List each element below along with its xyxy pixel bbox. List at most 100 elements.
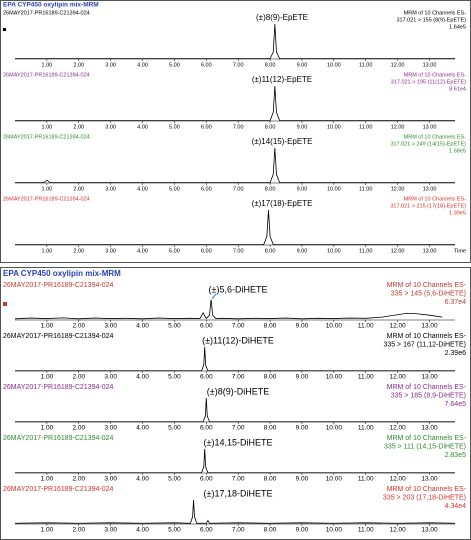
x-tick-label: 9.00 <box>297 124 308 130</box>
x-tick-label: 11.00 <box>358 374 374 381</box>
intensity-label: 2.83e5 <box>445 452 467 459</box>
x-tick-label: 3.00 <box>105 124 116 130</box>
x-tick-label: 2.00 <box>73 186 84 192</box>
trace-line <box>14 499 456 524</box>
x-tick-label: 10.00 <box>327 62 341 68</box>
x-tick-label: 13.00 <box>421 323 438 330</box>
x-tick-label: 7.00 <box>232 374 245 381</box>
x-tick-label: 2.00 <box>72 527 85 534</box>
x-tick-label: 3.00 <box>105 62 116 68</box>
x-tick-label: 10.00 <box>326 527 343 534</box>
x-tick-label: 12.00 <box>391 248 405 254</box>
x-tick-label: 8.00 <box>264 527 277 534</box>
compound-title: (±)8(9)-DiHETE <box>207 386 269 396</box>
x-tick-label: 8.00 <box>264 476 277 483</box>
mrm-label: 335 > 111 (14,15-DiHETE) <box>384 443 466 450</box>
mrm-label: MRM of 10 Channels ES- <box>387 333 467 340</box>
trace-line <box>15 23 455 60</box>
x-tick-label: 11.00 <box>359 124 372 130</box>
x-tick-label: 6.00 <box>201 124 212 130</box>
x-tick-label: 13.00 <box>421 425 438 432</box>
x-tick-label: 4.00 <box>136 374 149 381</box>
mrm-label: 317.021 > 249 (14(15)-EpETE) <box>390 141 466 147</box>
x-tick-label: 1.00 <box>41 476 54 483</box>
x-tick-label: 2.00 <box>73 124 84 130</box>
x-tick-label: 6.00 <box>200 476 213 483</box>
compound-title: (±)5,6-DiHETE <box>209 284 268 294</box>
x-tick-label: 8.00 <box>264 425 277 432</box>
x-tick-label: 6.00 <box>200 527 213 534</box>
x-tick-label: 9.00 <box>296 425 309 432</box>
x-tick-label: 13.00 <box>421 476 438 483</box>
sample-label: 26MAY2017-PR16189-C21394-024 <box>3 134 90 140</box>
x-tick-label: 7.00 <box>233 186 244 192</box>
trace-line <box>15 147 455 184</box>
x-tick-label: 4.00 <box>136 527 149 534</box>
x-tick-label: 5.00 <box>168 425 181 432</box>
x-tick-label: 5.00 <box>168 476 181 483</box>
sample-label: 26MAY2017-PR16189-C21394-024 <box>3 72 90 78</box>
x-tick-label: 11.00 <box>358 425 374 432</box>
x-tick-label: 11.00 <box>358 476 374 483</box>
x-tick-label: 12.00 <box>389 425 406 432</box>
x-tick-label: 4.00 <box>137 62 148 68</box>
mrm-label: MRM of 10 Channels ES- <box>404 10 467 16</box>
x-tick-label: 4.00 <box>136 476 149 483</box>
x-tick-label: 4.00 <box>137 248 148 254</box>
x-tick-label: 13.00 <box>421 374 438 381</box>
x-tick-label: 5.00 <box>168 527 181 534</box>
intensity-label: 8.61e4 <box>449 86 466 92</box>
x-tick-label: 4.00 <box>137 186 148 192</box>
x-tick-label: 7.00 <box>233 248 244 254</box>
x-tick-label: 10.00 <box>326 323 343 330</box>
x-tick-label: 12.00 <box>391 124 405 130</box>
panel-title: EPA CYP450 oxylipin mix-MRM <box>3 2 99 9</box>
x-tick-label: 1.00 <box>42 124 53 130</box>
sample-label: 26MAY2017-PR16189-C21394-024 <box>3 333 113 340</box>
x-tick-label: 6.00 <box>201 248 212 254</box>
x-tick-label: 13.00 <box>423 124 437 130</box>
x-tick-label: 6.00 <box>201 186 212 192</box>
x-tick-label: 9.00 <box>296 374 309 381</box>
x-tick-label: 2.00 <box>72 425 85 432</box>
x-tick-label: 12.00 <box>389 323 406 330</box>
x-tick-label: 2.00 <box>72 323 85 330</box>
x-tick-label: 6.00 <box>201 62 212 68</box>
x-tick-label: 9.00 <box>296 323 309 330</box>
trace-line <box>14 299 443 320</box>
mrm-label: 317.021 > 215 (17(18)-EpETE) <box>390 203 466 209</box>
x-tick-label: 7.00 <box>232 323 245 330</box>
x-tick-label: 1.00 <box>42 248 53 254</box>
intensity-label: 6.37e4 <box>445 299 467 306</box>
x-tick-label: 2.00 <box>73 248 84 254</box>
x-tick-label: 3.00 <box>104 476 117 483</box>
trace-line <box>15 346 455 372</box>
x-tick-label: 5.00 <box>168 323 181 330</box>
mrm-label: MRM of 10 Channels ES- <box>404 134 467 140</box>
x-tick-label: 1.00 <box>41 527 54 534</box>
x-tick-label: 11.00 <box>359 62 372 68</box>
x-tick-label: 10.00 <box>327 248 341 254</box>
x-tick-label: 13.00 <box>421 527 438 534</box>
x-tick-label: 6.00 <box>200 323 213 330</box>
x-tick-label: 2.00 <box>72 476 85 483</box>
trace-line <box>15 397 455 423</box>
x-tick-label: 12.00 <box>389 527 406 534</box>
x-tick-label: 11.00 <box>359 186 372 192</box>
compound-title: (±)14(15)-EpETE <box>252 137 313 146</box>
compound-title: (±)17(18)-EpETE <box>252 199 313 208</box>
mrm-label: 317.021 > 155 (8(9)-EpETE) <box>396 17 466 23</box>
mrm-label: MRM of 10 Channels ES- <box>404 72 467 78</box>
intensity-label: 1.39e5 <box>449 210 466 216</box>
x-tick-label: 8.00 <box>265 124 276 130</box>
x-tick-label: 1.00 <box>41 425 54 432</box>
mrm-label: 317.021 > 195 (11(12)-EpETE) <box>391 79 466 85</box>
bottom-panel <box>0 267 471 540</box>
marker <box>3 302 7 306</box>
compound-title: (±)11(12)-EpETE <box>252 75 312 84</box>
x-tick-label: 9.00 <box>296 527 309 534</box>
sample-label: 26MAY2017-PR16189-C21394-024 <box>3 435 113 442</box>
intensity-label: 1.68e5 <box>449 148 466 154</box>
intensity-label: 1.64e5 <box>449 24 466 30</box>
